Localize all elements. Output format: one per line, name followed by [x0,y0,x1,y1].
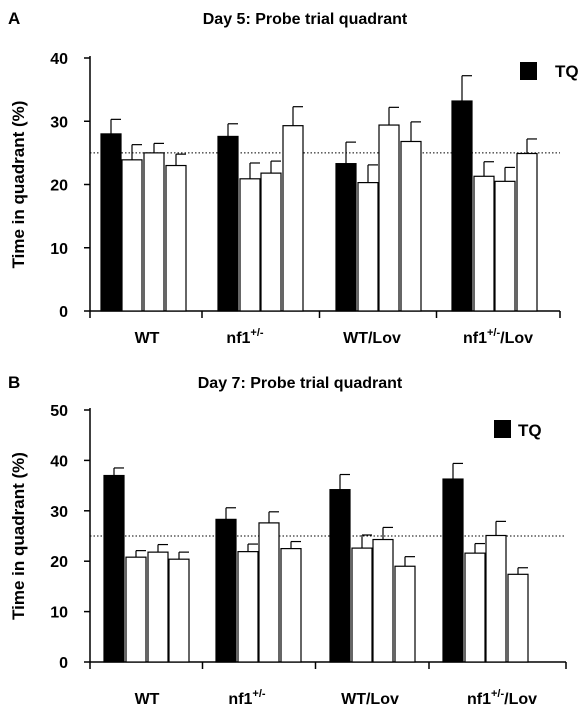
legend-label: TQ [555,62,579,81]
chart-panel-b: B Day 7: Probe trial quadrant Time in quad… [8,373,567,708]
bar-other-quadrant [168,558,190,663]
group-label: nf1+/- [228,688,265,708]
y-tick-label: 20 [50,178,68,195]
bar-other-quadrant [473,175,495,312]
bar-other-quadrant [237,551,259,663]
y-axis-label: Time in quadrant (%) [9,452,28,620]
group-label: nf1+/-/Lov [467,688,537,708]
y-axis-label: Time in quadrant (%) [9,101,28,269]
group-label: WT [135,691,160,708]
y-tick-label: 40 [50,453,68,470]
bar-other-quadrant [378,124,400,312]
bar-other-quadrant [400,140,422,312]
bar-other-quadrant [147,551,169,663]
bar-target-quadrant [451,100,473,312]
y-tick-label: 0 [59,655,68,672]
bar-target-quadrant [335,163,357,312]
group-label: nf1+/- [226,327,263,347]
bar-other-quadrant [280,547,302,663]
chart-title: Day 7: Probe trial quadrant [198,375,403,392]
group-label: WT/Lov [341,691,399,708]
bar-other-quadrant [282,125,304,312]
bar-other-quadrant [351,547,373,663]
bar-other-quadrant [516,152,538,312]
bar-target-quadrant [215,518,237,663]
panel-letter: B [8,373,20,392]
bar-other-quadrant [464,552,486,663]
bar-other-quadrant [258,522,280,663]
y-tick-label: 20 [50,554,68,571]
bar-other-quadrant [507,573,529,663]
panel-letter: A [8,9,20,28]
bar-other-quadrant [239,178,261,312]
bar-target-quadrant [217,135,239,312]
chart-panel-a: A Day 5: Probe trial quadrant Time in quad… [8,9,579,347]
bar-other-quadrant [125,556,147,663]
bar-other-quadrant [394,565,416,663]
bar-other-quadrant [165,164,187,312]
y-tick-label: 0 [59,304,68,321]
bar-other-quadrant [260,172,282,312]
y-tick-label: 50 [50,403,68,420]
group-label: WT/Lov [343,330,401,347]
y-tick-label: 40 [50,51,68,68]
legend-label: TQ [518,421,542,440]
y-tick-label: 10 [50,605,68,622]
legend-swatch [520,62,537,80]
chart-title: Day 5: Probe trial quadrant [203,11,408,28]
y-tick-label: 30 [50,114,68,131]
group-label: WT [135,330,160,347]
bar-other-quadrant [372,538,394,663]
bar-other-quadrant [357,182,379,312]
bar-target-quadrant [100,133,122,312]
legend-swatch [494,420,511,438]
group-label: nf1+/-/Lov [463,327,533,347]
bar-target-quadrant [329,489,351,663]
bar-other-quadrant [485,534,507,663]
bar-other-quadrant [121,159,143,312]
y-tick-label: 30 [50,504,68,521]
y-tick-label: 10 [50,241,68,258]
bar-target-quadrant [103,474,125,663]
bar-other-quadrant [143,152,165,312]
bar-other-quadrant [494,180,516,312]
bar-target-quadrant [442,478,464,663]
